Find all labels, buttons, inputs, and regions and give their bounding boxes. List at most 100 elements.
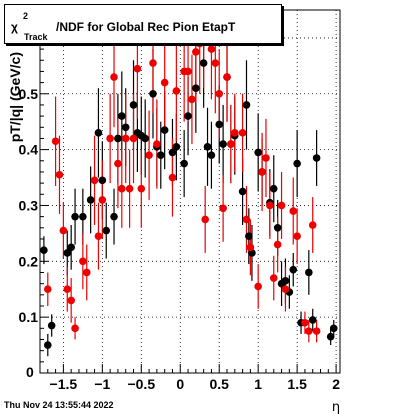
data-point-series-1 — [160, 126, 169, 134]
data-point-series-2 — [137, 184, 146, 193]
data-point-series-1 — [98, 176, 107, 185]
data-point-series-1 — [67, 243, 75, 252]
data-point-series-2 — [192, 48, 200, 56]
data-point-series-1 — [281, 277, 290, 285]
data-point-series-2 — [125, 184, 134, 193]
data-point-series-1 — [199, 59, 208, 67]
data-point-series-1 — [43, 341, 52, 349]
data-point-series-1 — [326, 332, 335, 341]
data-point-series-1 — [156, 151, 165, 159]
data-point-series-2 — [227, 140, 235, 148]
title-chi: χ — [11, 20, 18, 34]
data-point-series-2 — [215, 89, 224, 98]
data-point-series-2 — [312, 327, 321, 335]
data-point-series-1 — [207, 151, 216, 159]
x-tick-label: 1 — [254, 376, 262, 392]
data-point-series-1 — [110, 212, 118, 221]
title-subscript: Track — [24, 32, 48, 42]
data-point-series-2 — [258, 168, 266, 176]
data-point-series-2 — [118, 184, 126, 193]
data-point-series-1 — [79, 212, 87, 221]
data-point-series-1 — [215, 120, 224, 129]
data-point-series-1 — [180, 159, 188, 168]
data-point-series-1 — [192, 84, 200, 92]
data-point-series-2 — [266, 201, 274, 210]
data-point-series-2 — [51, 137, 60, 146]
data-point-series-1 — [184, 112, 192, 120]
y-tick-label: 0.4 — [19, 142, 39, 158]
data-point-series-2 — [90, 176, 99, 185]
data-point-series-2 — [269, 274, 278, 282]
data-point-series-1 — [312, 154, 321, 162]
data-point-series-1 — [141, 134, 149, 143]
data-point-series-2 — [110, 73, 118, 81]
data-point-series-2 — [242, 215, 251, 224]
x-tick-label: −1.5 — [50, 376, 78, 392]
timestamp: Thu Nov 24 13:55:44 2022 — [4, 400, 114, 410]
data-point-series-2 — [219, 204, 227, 213]
error-bars — [43, 10, 335, 357]
data-point-series-1 — [289, 265, 298, 274]
plot-frame — [39, 9, 341, 374]
y-tick-label: 0.1 — [19, 309, 39, 325]
data-point-series-1 — [293, 159, 301, 168]
data-point-series-1 — [329, 324, 338, 333]
data-point-series-2 — [231, 129, 239, 137]
data-point-series-2 — [43, 285, 52, 294]
title-text: /NDF for Global Rec Pion EtapT — [56, 20, 236, 34]
data-point-series-1 — [305, 268, 313, 277]
x-axis-label: η — [332, 400, 340, 414]
data-point-series-2 — [188, 95, 196, 104]
data-point-series-1 — [149, 89, 157, 98]
data-point-series-2 — [211, 59, 220, 67]
title-box: χ 2 Track /NDF for Global Rec Pion EtapT — [4, 4, 282, 44]
data-point-series-1 — [86, 196, 95, 204]
data-point-series-1 — [118, 112, 126, 120]
data-point-series-2 — [79, 257, 87, 266]
x-tick-label: 1.5 — [287, 376, 307, 392]
data-point-series-2 — [133, 64, 142, 73]
data-point-series-2 — [289, 207, 298, 215]
data-point-series-1 — [308, 316, 317, 324]
data-point-series-2 — [308, 221, 317, 229]
y-tick-label: 0.2 — [19, 253, 39, 269]
data-point-series-2 — [301, 318, 309, 327]
data-point-series-2 — [207, 45, 216, 53]
data-point-series-2 — [63, 285, 72, 294]
data-point-series-2 — [129, 134, 138, 143]
data-point-series-2 — [273, 240, 282, 249]
data-point-series-1 — [172, 143, 181, 151]
data-point-series-1 — [245, 232, 253, 240]
data-point-series-1 — [102, 226, 111, 235]
data-points — [40, 34, 338, 349]
x-tick-label: 0.5 — [209, 376, 229, 392]
data-point-series-1 — [273, 224, 282, 232]
data-point-series-1 — [168, 148, 177, 157]
data-point-series-1 — [269, 184, 278, 193]
data-point-series-2 — [262, 154, 270, 162]
data-point-series-2 — [172, 87, 181, 95]
data-point-series-2 — [277, 201, 286, 210]
data-point-series-2 — [82, 268, 91, 277]
data-point-series-2 — [114, 159, 122, 168]
data-point-series-2 — [106, 134, 114, 143]
data-point-series-1 — [254, 148, 262, 157]
data-point-series-1 — [114, 134, 122, 143]
data-point-series-1 — [203, 143, 212, 151]
data-point-series-1 — [242, 101, 251, 109]
x-tick-label: 2 — [332, 376, 340, 392]
data-point-series-2 — [153, 140, 161, 148]
data-point-series-1 — [238, 187, 247, 196]
data-point-series-1 — [71, 212, 79, 221]
data-point-series-2 — [67, 296, 75, 305]
data-point-series-2 — [201, 215, 209, 224]
y-tick-label: 0.5 — [19, 86, 39, 102]
data-point-series-2 — [281, 285, 290, 294]
data-point-series-2 — [184, 67, 192, 76]
y-tick-label: 0.3 — [19, 197, 39, 213]
data-point-series-2 — [59, 226, 68, 235]
x-tick-label: −0.5 — [127, 376, 155, 392]
data-point-series-2 — [293, 232, 301, 240]
data-point-series-2 — [55, 170, 64, 179]
